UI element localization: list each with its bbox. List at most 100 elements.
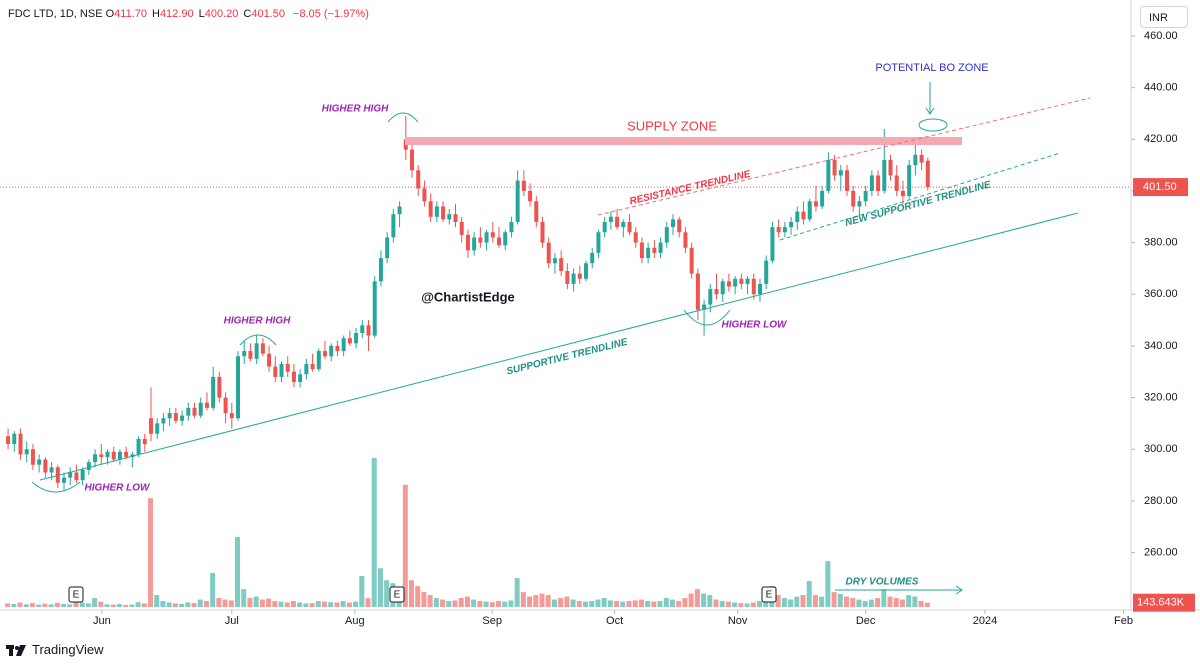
candle-body bbox=[776, 227, 781, 233]
candle-body bbox=[857, 201, 862, 207]
candle-body bbox=[173, 413, 178, 421]
candle-body bbox=[273, 366, 278, 377]
candle-body bbox=[764, 260, 769, 284]
candle-body bbox=[130, 454, 135, 457]
candle-body bbox=[80, 469, 85, 481]
candle-body bbox=[105, 451, 110, 457]
candle-body bbox=[720, 281, 725, 295]
volume-bar bbox=[887, 596, 893, 607]
volume-bar bbox=[11, 604, 17, 607]
volume-bar bbox=[688, 593, 694, 607]
volume-bar bbox=[638, 599, 644, 607]
candle-body bbox=[714, 289, 719, 295]
volume-bar bbox=[452, 600, 458, 607]
candle-body bbox=[99, 454, 104, 457]
candle-body bbox=[428, 201, 433, 217]
volume-bar bbox=[179, 604, 185, 607]
currency-button[interactable]: INR bbox=[1140, 6, 1188, 28]
x-tick-label: Sep bbox=[482, 615, 502, 627]
candle-body bbox=[801, 211, 806, 220]
candle-body bbox=[751, 278, 756, 295]
volume-bar bbox=[732, 602, 738, 607]
candle-body bbox=[329, 345, 334, 357]
annotation: HIGHER HIGH bbox=[322, 104, 389, 115]
candle-body bbox=[726, 281, 731, 287]
volume-bar bbox=[601, 598, 607, 607]
volume-bar bbox=[42, 603, 48, 607]
candle-body bbox=[677, 219, 682, 233]
volume-bar bbox=[160, 601, 166, 607]
volume-bar bbox=[614, 601, 620, 607]
volume-bar bbox=[203, 601, 209, 607]
candle-body bbox=[465, 234, 470, 251]
volume-bar bbox=[79, 602, 85, 607]
volume-bar bbox=[757, 601, 763, 607]
candle-body bbox=[242, 351, 247, 357]
annotation: RESISTANCE TRENDLINE bbox=[629, 169, 752, 208]
legend-value: 400.20 bbox=[204, 8, 239, 20]
earnings-label: E bbox=[394, 590, 401, 601]
y-tick-label: 340.00 bbox=[1144, 340, 1178, 352]
candle-body bbox=[62, 477, 67, 483]
y-tick-label: 280.00 bbox=[1144, 495, 1178, 507]
volume-bar bbox=[924, 602, 930, 607]
candle-body bbox=[565, 271, 570, 284]
volume-bar bbox=[806, 581, 812, 607]
volume-bar bbox=[788, 599, 794, 607]
candle-body bbox=[335, 345, 340, 352]
candle-body bbox=[111, 451, 116, 460]
candle-body bbox=[391, 214, 396, 238]
candle-body bbox=[167, 413, 172, 419]
volume-bar bbox=[210, 573, 216, 607]
support-trendline bbox=[39, 212, 1079, 481]
volume-bar bbox=[844, 596, 850, 607]
volume-bar bbox=[197, 599, 203, 607]
candle-body bbox=[279, 363, 284, 377]
candle-body bbox=[267, 353, 272, 367]
drawings bbox=[31, 82, 1091, 595]
volume-bar bbox=[384, 580, 390, 607]
volume-bar bbox=[632, 600, 638, 607]
candle-body bbox=[546, 242, 551, 264]
candle-body bbox=[782, 227, 787, 233]
candle-body bbox=[397, 206, 402, 215]
candle-body bbox=[658, 242, 663, 253]
candle-body bbox=[577, 273, 582, 279]
volume-bar bbox=[800, 595, 806, 607]
volume-bar bbox=[73, 601, 79, 607]
candle-body bbox=[416, 170, 421, 189]
volume-bar bbox=[322, 601, 328, 607]
candle-body bbox=[733, 278, 738, 287]
candle-body bbox=[739, 278, 744, 284]
candle-body bbox=[24, 449, 29, 455]
legend-value: 401.50 bbox=[251, 8, 285, 20]
volume-bar bbox=[241, 589, 247, 607]
candle-body bbox=[552, 258, 557, 264]
candle-body bbox=[354, 332, 359, 344]
candle-body bbox=[441, 206, 446, 220]
candle-body bbox=[378, 258, 383, 282]
candle-body bbox=[490, 232, 495, 238]
volume-bar bbox=[116, 604, 122, 607]
candle-body bbox=[186, 407, 191, 416]
candle-body bbox=[472, 237, 477, 251]
volume-bar bbox=[54, 602, 60, 607]
volume-bar bbox=[589, 601, 595, 607]
candle-body bbox=[894, 175, 899, 191]
candle-body bbox=[204, 402, 209, 408]
candle-body bbox=[745, 278, 750, 284]
annotation: SUPPLY ZONE bbox=[627, 118, 717, 133]
candle-body bbox=[708, 289, 713, 305]
volume-bar bbox=[850, 598, 856, 607]
candle-body bbox=[180, 415, 185, 421]
annotation: POTENTIAL BO ZONE bbox=[875, 62, 988, 74]
x-tick-label: Nov bbox=[728, 615, 748, 627]
candle-body bbox=[789, 221, 794, 228]
volume-bar bbox=[421, 592, 427, 607]
candle-body bbox=[360, 325, 365, 333]
arc bbox=[683, 309, 731, 326]
candle-body bbox=[304, 363, 309, 375]
volume-bar bbox=[819, 596, 825, 607]
candle-body bbox=[876, 175, 881, 191]
